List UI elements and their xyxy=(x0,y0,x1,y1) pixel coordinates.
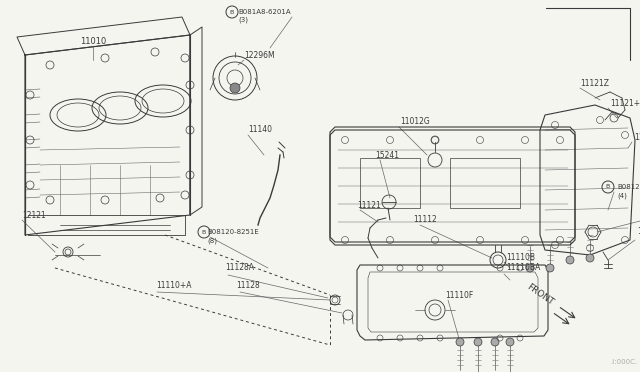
Text: 11121: 11121 xyxy=(357,201,381,209)
Text: B: B xyxy=(230,10,234,15)
Text: 11110+A: 11110+A xyxy=(156,282,191,291)
Circle shape xyxy=(566,256,574,264)
Text: B081A8-6201A: B081A8-6201A xyxy=(238,9,291,15)
Circle shape xyxy=(586,254,594,262)
Text: B08120-8251E: B08120-8251E xyxy=(207,229,259,235)
Text: (3): (3) xyxy=(238,17,248,23)
Circle shape xyxy=(546,264,554,272)
Circle shape xyxy=(474,338,482,346)
Text: 11010: 11010 xyxy=(80,38,106,46)
Text: (4): (4) xyxy=(617,193,627,199)
Text: 11110B: 11110B xyxy=(506,253,535,262)
Circle shape xyxy=(456,338,464,346)
Text: 11110BA: 11110BA xyxy=(506,263,540,273)
Text: (8): (8) xyxy=(207,238,217,244)
Text: 11128A: 11128A xyxy=(225,263,254,273)
Text: 11110: 11110 xyxy=(634,134,640,142)
Text: 11110E: 11110E xyxy=(637,228,640,237)
Text: B: B xyxy=(202,230,206,234)
Circle shape xyxy=(506,338,514,346)
Text: 11112: 11112 xyxy=(413,215,436,224)
Text: 11012G: 11012G xyxy=(400,118,429,126)
Text: 15241: 15241 xyxy=(375,151,399,160)
Circle shape xyxy=(491,338,499,346)
Text: FRONT: FRONT xyxy=(525,283,555,307)
Text: 12296M: 12296M xyxy=(244,51,275,60)
Text: 12121: 12121 xyxy=(22,212,45,221)
Text: 11140: 11140 xyxy=(248,125,272,135)
Text: .I:000C.: .I:000C. xyxy=(610,359,637,365)
Text: B: B xyxy=(606,185,610,189)
Text: 11110F: 11110F xyxy=(445,291,473,299)
Text: 11121+A: 11121+A xyxy=(610,99,640,108)
Circle shape xyxy=(230,83,240,93)
Text: 11128: 11128 xyxy=(236,282,260,291)
Text: 11121Z: 11121Z xyxy=(580,78,609,87)
Circle shape xyxy=(526,264,534,272)
Text: B08121-0401E: B08121-0401E xyxy=(617,184,640,190)
